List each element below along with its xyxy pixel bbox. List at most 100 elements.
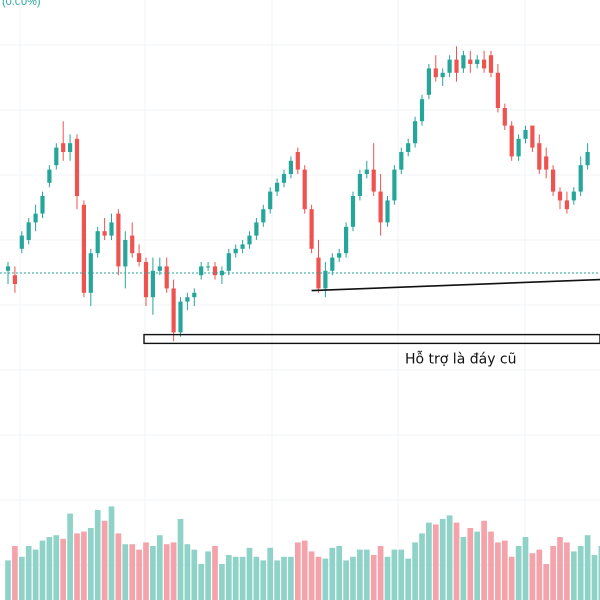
candle-body — [226, 253, 231, 271]
candle-body — [461, 55, 466, 69]
volume-bar — [46, 537, 53, 600]
candle-body — [54, 147, 59, 166]
candle-body — [323, 270, 328, 289]
volume-bar — [570, 551, 577, 600]
volume-bar — [550, 546, 556, 600]
candle-body — [447, 59, 452, 73]
candle-body — [95, 231, 100, 254]
candle-body — [571, 191, 576, 201]
candle-body — [185, 297, 190, 302]
candle-body — [344, 226, 349, 254]
annotations: Hỗ trợ là đáy cũ — [143, 278, 600, 367]
candle-body — [495, 72, 500, 108]
volume-bar — [94, 510, 101, 600]
candle-body — [578, 165, 583, 192]
candle-body — [26, 222, 31, 240]
volume-bar — [101, 520, 108, 600]
volume-bar — [239, 556, 246, 600]
volume-bar — [322, 558, 329, 600]
candle-body — [254, 222, 259, 236]
volume-bar — [508, 556, 515, 600]
volume-bar — [156, 535, 163, 600]
candle-body — [123, 240, 128, 267]
candle-body — [233, 248, 238, 254]
candle-body — [281, 174, 287, 183]
volume-bar — [25, 546, 32, 600]
candles — [5, 46, 590, 342]
volume-bar — [18, 556, 25, 600]
candle-body — [419, 99, 425, 122]
volume-bar — [163, 544, 170, 600]
volume-bar — [67, 513, 73, 600]
candle-body — [130, 235, 135, 254]
volume-bar — [419, 533, 425, 600]
candle-body — [350, 196, 356, 227]
candle-body — [337, 253, 342, 258]
volume-bar — [377, 546, 384, 600]
volume-bar — [515, 546, 522, 600]
volume-bar — [460, 537, 467, 600]
candle-body — [212, 266, 218, 276]
trend-line — [311, 278, 600, 292]
volume-bar — [212, 546, 218, 600]
volume-bars — [5, 506, 600, 600]
candle-body — [357, 174, 362, 196]
candle-body — [516, 138, 521, 157]
volume-bar — [136, 549, 142, 600]
candle-body — [385, 200, 390, 223]
volume-bar — [301, 540, 308, 600]
volume-bar — [453, 522, 460, 600]
candle-body — [5, 266, 11, 271]
candle-body — [482, 59, 487, 69]
candle-body — [61, 143, 66, 152]
volume-bar — [267, 547, 274, 600]
candle-body — [171, 288, 176, 333]
candle-body — [109, 222, 114, 236]
volume-bar — [115, 533, 122, 600]
volume-bar — [391, 549, 398, 600]
volume-bar — [467, 528, 474, 600]
volume-bar — [557, 537, 563, 600]
candle-body — [150, 270, 155, 298]
volume-bar — [246, 547, 253, 600]
candle-body — [40, 196, 45, 214]
candle-body — [468, 59, 473, 64]
candle-body — [585, 152, 590, 166]
volume-bar — [170, 542, 177, 600]
volume-bar — [522, 537, 529, 600]
support-zone-box — [143, 333, 600, 345]
volume-bar — [577, 546, 584, 600]
volume-bar — [53, 535, 60, 600]
candle-body — [288, 160, 293, 174]
candle-body — [157, 266, 162, 271]
candle-body — [399, 152, 404, 170]
candle-body — [557, 191, 563, 201]
volume-bar — [274, 560, 280, 600]
candle-body — [164, 266, 169, 289]
volume-bar — [74, 533, 80, 600]
candle-body — [12, 275, 17, 284]
volume-bar — [177, 519, 184, 600]
volume-bar — [343, 560, 349, 600]
candle-body — [475, 59, 480, 64]
volume-bar — [481, 520, 487, 600]
price-change-label: (0.00%) — [2, 0, 41, 8]
candle-body — [302, 169, 307, 210]
volume-bar — [260, 560, 267, 600]
candle-body — [433, 68, 438, 78]
volume-bar — [501, 540, 508, 600]
candle-body — [316, 257, 321, 289]
volume-bar — [5, 560, 11, 600]
volume-bar — [405, 558, 412, 600]
candle-body — [426, 68, 431, 95]
volume-bar — [232, 556, 239, 600]
volume-bar — [143, 542, 149, 600]
candle-body — [523, 130, 528, 139]
volume-bar — [281, 556, 287, 600]
candle-body — [371, 169, 376, 192]
candle-body — [74, 138, 80, 196]
volume-bar — [536, 549, 543, 600]
candle-body — [530, 125, 535, 148]
